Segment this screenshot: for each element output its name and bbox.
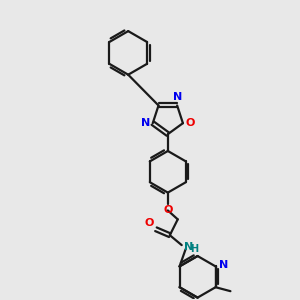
Text: O: O <box>163 206 172 215</box>
Text: N: N <box>172 92 182 103</box>
Text: O: O <box>145 218 154 228</box>
Text: N: N <box>184 242 193 252</box>
Text: N: N <box>140 118 150 128</box>
Text: O: O <box>186 118 195 128</box>
Text: N: N <box>218 260 228 270</box>
Text: H: H <box>190 244 199 254</box>
